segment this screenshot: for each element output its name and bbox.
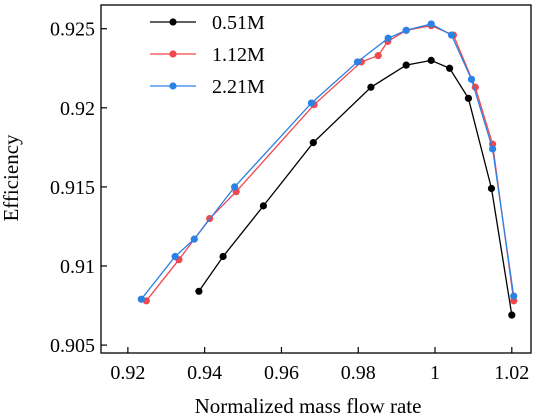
y-axis-title: Efficiency [0, 134, 23, 222]
data-point [402, 61, 410, 69]
series-line [145, 24, 515, 302]
data-point [195, 287, 203, 295]
x-tick-label: 0.94 [187, 362, 222, 384]
legend-marker [169, 18, 177, 26]
x-tick-label: 0.98 [341, 362, 376, 384]
data-point [309, 139, 317, 147]
x-tick-label: 1 [430, 362, 440, 384]
data-point [137, 295, 145, 303]
series-1.12M [142, 21, 518, 305]
data-point [447, 31, 456, 39]
legend-label: 1.12M [212, 44, 265, 66]
data-point [467, 75, 476, 83]
data-point [231, 183, 239, 191]
legend-marker [169, 50, 177, 58]
data-point [489, 145, 497, 153]
legend-label: 0.51M [212, 12, 265, 34]
series-0.51M [195, 56, 516, 319]
data-point [307, 99, 315, 107]
y-tick-label: 0.915 [50, 177, 95, 199]
plot-frame [100, 4, 532, 354]
data-point [427, 20, 435, 28]
data-point [219, 252, 227, 261]
series-2.21M [137, 20, 518, 303]
data-point [384, 34, 392, 42]
data-point [427, 56, 435, 64]
y-tick-label: 0.91 [60, 256, 95, 278]
data-point [402, 26, 410, 34]
data-point [510, 292, 518, 300]
data-point [367, 83, 375, 91]
data-point [487, 184, 496, 193]
y-tick-label: 0.905 [50, 335, 95, 357]
data-point [171, 252, 179, 261]
data-point [353, 58, 362, 66]
data-point [446, 64, 454, 72]
y-tick-label: 0.925 [50, 19, 95, 41]
data-point [374, 52, 382, 60]
data-point [464, 94, 473, 102]
x-tick-label: 0.92 [110, 362, 145, 384]
y-tick-label: 0.92 [60, 98, 95, 120]
series-layer [137, 20, 518, 319]
legend-label: 2.21M [212, 76, 265, 98]
series-line [140, 23, 515, 300]
data-point [508, 311, 516, 319]
legend: 0.51M 1.12M 2.21M [150, 12, 265, 98]
x-axis-title: Normalized mass flow rate [195, 394, 422, 418]
data-point [190, 235, 198, 243]
x-tick-label: 0.96 [264, 362, 299, 384]
x-tick-label: 1.02 [494, 362, 529, 384]
plot-area: 0.92 0.94 0.96 0.98 1 1.02 0.905 0.91 0.915 0.92 0… [50, 4, 532, 384]
data-point [259, 202, 268, 210]
legend-marker [169, 82, 177, 90]
